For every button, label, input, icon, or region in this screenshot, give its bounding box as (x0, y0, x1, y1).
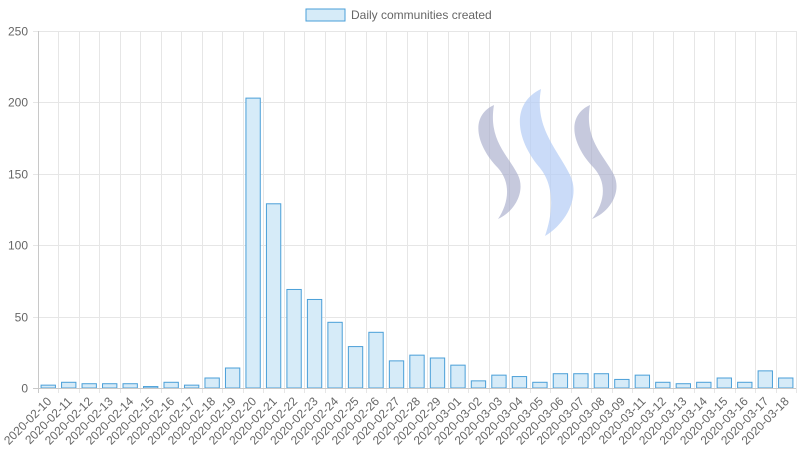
bar[interactable] (224, 367, 241, 389)
bar[interactable] (245, 97, 261, 389)
bar[interactable] (163, 381, 179, 389)
bar[interactable] (368, 331, 384, 389)
axes (33, 31, 796, 393)
bar[interactable] (593, 373, 610, 389)
steem-logo (478, 89, 617, 236)
bar[interactable] (347, 346, 364, 389)
bar[interactable] (491, 374, 507, 389)
bar[interactable] (40, 384, 56, 389)
bar[interactable] (634, 374, 651, 389)
bar[interactable] (655, 381, 671, 389)
bar[interactable] (737, 381, 753, 389)
bar[interactable] (143, 386, 159, 389)
bar[interactable] (450, 364, 466, 389)
bar[interactable] (614, 378, 630, 389)
bar[interactable] (675, 383, 691, 389)
bar-series (40, 97, 794, 389)
bar[interactable] (429, 357, 446, 389)
bar[interactable] (306, 298, 323, 389)
bar[interactable] (511, 376, 528, 389)
bar[interactable] (778, 377, 794, 389)
y-axis-ticks: 0 50 100 150 200 250 (8, 25, 28, 396)
bar[interactable] (532, 381, 548, 389)
bar[interactable] (409, 354, 425, 389)
bar[interactable] (183, 384, 200, 389)
bar[interactable] (265, 203, 282, 389)
y-tick-label: 0 (21, 382, 28, 396)
bar[interactable] (573, 373, 589, 389)
y-tick-label: 200 (8, 96, 28, 110)
y-tick-label: 250 (8, 25, 28, 39)
bar[interactable] (204, 377, 220, 389)
bar[interactable] (81, 383, 97, 389)
y-tick-label: 50 (15, 311, 29, 325)
y-tick-label: 100 (8, 239, 28, 253)
bar[interactable] (696, 381, 712, 389)
gridlines (33, 31, 797, 393)
x-axis-ticks: 2020-02-102020-02-112020-02-122020-02-13… (1, 394, 792, 448)
bar[interactable] (327, 321, 343, 389)
legend[interactable]: Daily communities created (305, 8, 492, 22)
bar[interactable] (61, 381, 77, 389)
bar[interactable] (122, 383, 138, 389)
bar[interactable] (286, 288, 302, 389)
y-tick-label: 150 (8, 168, 28, 182)
bar[interactable] (470, 380, 487, 389)
bar[interactable] (757, 370, 773, 389)
bar[interactable] (102, 383, 118, 389)
bar[interactable] (388, 360, 405, 389)
bar[interactable] (716, 377, 732, 389)
bar[interactable] (552, 373, 569, 389)
legend-swatch[interactable] (305, 8, 346, 22)
legend-label[interactable]: Daily communities created (351, 8, 492, 22)
